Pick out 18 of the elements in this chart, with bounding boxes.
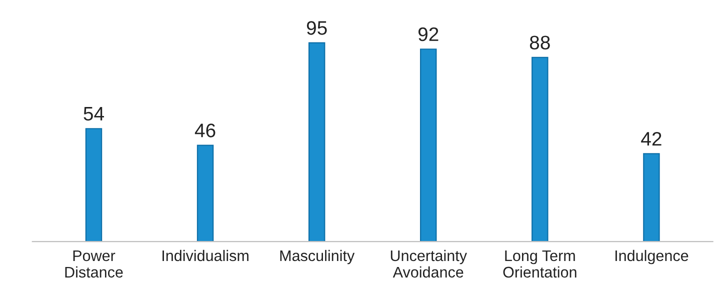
data-label: 92 bbox=[418, 27, 438, 42]
bar bbox=[643, 153, 660, 242]
x-tick-label: Masculinity bbox=[280, 250, 355, 264]
data-label: 46 bbox=[194, 124, 216, 138]
data-label: 95 bbox=[306, 21, 327, 35]
bar bbox=[420, 48, 437, 242]
data-label: 42 bbox=[641, 132, 662, 146]
x-tick-label: Power Distance bbox=[65, 250, 123, 278]
bar bbox=[532, 56, 548, 242]
x-tick-label: Uncertainty Avoidance bbox=[390, 250, 467, 278]
bar bbox=[85, 128, 102, 242]
bar bbox=[196, 144, 214, 242]
x-tick-label: Long Term Orientation bbox=[503, 250, 576, 278]
data-label: 54 bbox=[84, 107, 104, 121]
x-tick-label: Indulgence bbox=[615, 250, 688, 264]
bar bbox=[308, 42, 326, 242]
x-tick-label: Individualism bbox=[162, 250, 248, 262]
data-label: 88 bbox=[530, 36, 550, 50]
